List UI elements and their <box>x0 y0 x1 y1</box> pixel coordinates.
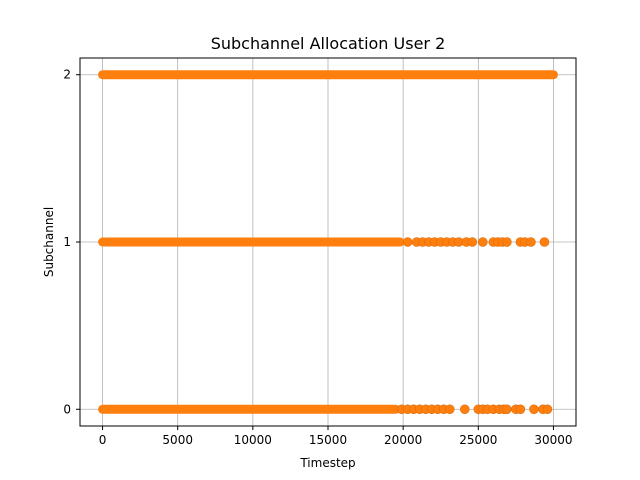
plot-area <box>98 70 558 415</box>
scatter-point-2-9 <box>459 404 470 415</box>
y-tick-label-1: 1 <box>63 235 71 249</box>
x-axis: 0 5000 10000 15000 20000 25000 30000 <box>99 426 573 447</box>
x-axis-label: Timestep <box>299 456 355 470</box>
x-tick-label-5: 25000 <box>459 433 497 447</box>
scatter-point-1-0 <box>402 237 413 247</box>
scatter-point-2-18 <box>515 404 526 415</box>
y-tick-label-0: 0 <box>63 402 71 416</box>
scatter-point-1-10 <box>467 237 478 247</box>
x-tick-label-6: 30000 <box>534 433 572 447</box>
x-tick-label-2: 10000 <box>234 433 272 447</box>
y-axis: 0 1 2 <box>63 68 80 416</box>
scatter-point-1-19 <box>539 237 550 247</box>
x-tick-label-1: 5000 <box>162 433 193 447</box>
scatter-point-1-18 <box>526 237 536 247</box>
scatter-point-1-15 <box>502 237 512 247</box>
x-tick-label-4: 20000 <box>384 433 422 447</box>
scatter-point-2-21 <box>542 404 553 415</box>
y-axis-label: Subchannel <box>42 207 56 277</box>
scatter-point-2-8 <box>444 404 455 415</box>
scatter-point-2-16 <box>502 404 512 415</box>
scatter-point-1-11 <box>478 237 488 247</box>
x-tick-label-3: 15000 <box>309 433 347 447</box>
chart-title: Subchannel Allocation User 2 <box>211 34 446 53</box>
y-tick-label-2: 2 <box>63 68 71 82</box>
scatter-point-2-19 <box>529 404 539 415</box>
x-tick-label-0: 0 <box>99 433 107 447</box>
